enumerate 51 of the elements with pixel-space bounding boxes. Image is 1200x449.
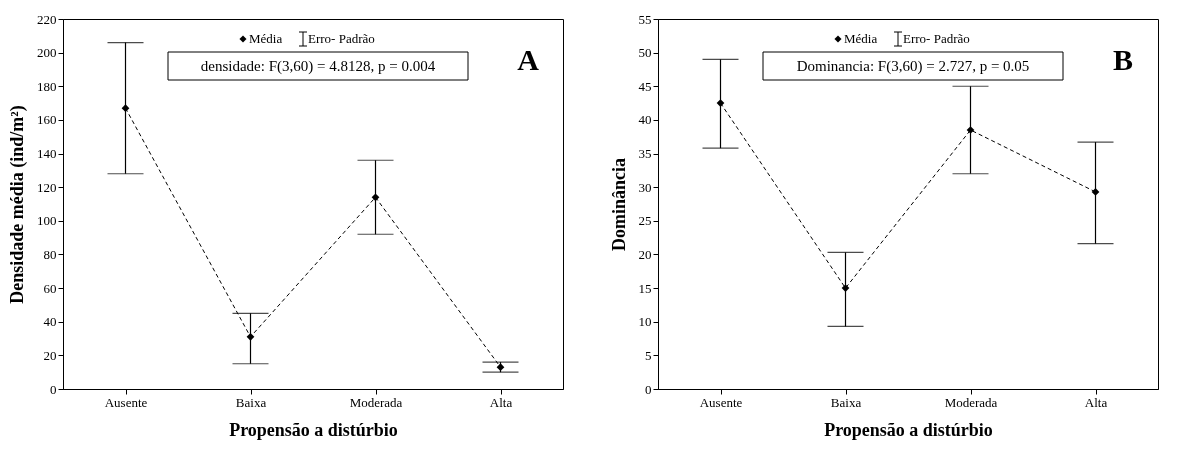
point bbox=[716, 99, 725, 107]
legend-label: Média bbox=[249, 31, 283, 46]
annotation: densidade: F(3,60) = 4.8128, p = 0.004 bbox=[200, 58, 436, 75]
x-tick-label: Baixa bbox=[235, 394, 267, 410]
y-axis-title: Densidade média (ind/m²) bbox=[7, 105, 28, 304]
x-tick-label: Alta bbox=[1084, 394, 1108, 410]
y-tick-label: 60 bbox=[43, 280, 57, 296]
x-tick-label: Ausente bbox=[699, 394, 743, 410]
x-tick-label: Moderada bbox=[349, 394, 403, 410]
point bbox=[1091, 188, 1100, 196]
y-tick-label: 40 bbox=[638, 112, 652, 128]
annotation: Erro- Padrão bbox=[903, 31, 970, 46]
y-tick-label: 50 bbox=[638, 45, 652, 61]
y-tick-label: 120 bbox=[37, 179, 57, 195]
y-axis-title: Dominância bbox=[608, 157, 629, 252]
y-tick-label: 140 bbox=[37, 146, 57, 162]
legend-label: Média bbox=[844, 31, 878, 46]
y-tick-label: 35 bbox=[638, 146, 652, 162]
y-tick-label: 10 bbox=[638, 314, 652, 330]
x-axis-title: Propensão a distúrbio bbox=[824, 419, 993, 440]
y-tick-label: 20 bbox=[638, 246, 652, 262]
point bbox=[371, 193, 380, 202]
point bbox=[841, 284, 850, 292]
x-tick-label: Moderada bbox=[944, 394, 998, 410]
y-tick-label: 160 bbox=[37, 112, 57, 128]
y-tick-label: 200 bbox=[37, 45, 57, 61]
point bbox=[246, 332, 255, 341]
y-tick-label: 25 bbox=[638, 213, 652, 229]
x-axis-title: Propensão a distúrbio bbox=[229, 419, 398, 440]
x-tick-label: Ausente bbox=[104, 394, 148, 410]
annotation: Erro- Padrão bbox=[308, 31, 375, 46]
y-tick-label: 30 bbox=[638, 179, 652, 195]
y-tick-label: 100 bbox=[37, 213, 57, 229]
point bbox=[966, 126, 975, 134]
y-tick-label: 0 bbox=[50, 381, 57, 397]
y-tick-label: 80 bbox=[43, 246, 57, 262]
x-tick-label: Alta bbox=[489, 394, 513, 410]
annotation: Dominancia: F(3,60) = 2.727, p = 0.05 bbox=[796, 58, 1030, 75]
y-tick-label: 180 bbox=[37, 78, 57, 94]
y-tick-label: 220 bbox=[37, 11, 57, 27]
x-tick-label: Baixa bbox=[830, 394, 862, 410]
y-tick-label: 45 bbox=[638, 78, 652, 94]
y-tick-label: 0 bbox=[645, 381, 652, 397]
y-tick-label: 55 bbox=[638, 11, 652, 27]
annotation: A bbox=[517, 43, 540, 76]
point bbox=[121, 104, 130, 113]
y-tick-label: 15 bbox=[638, 280, 652, 296]
annotation: B bbox=[1112, 43, 1134, 76]
y-tick-label: 40 bbox=[43, 314, 57, 330]
y-tick-label: 5 bbox=[645, 347, 652, 363]
y-tick-label: 20 bbox=[43, 347, 57, 363]
